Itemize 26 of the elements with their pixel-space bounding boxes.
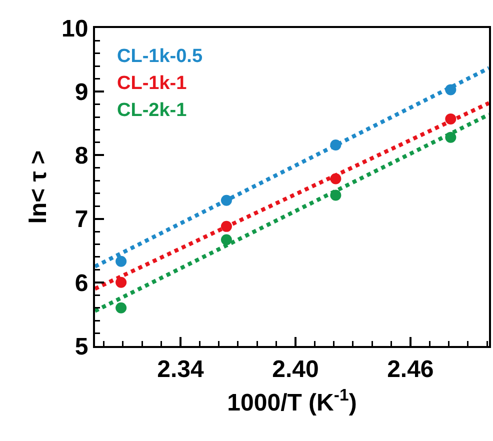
text: CL-1k-1 — [117, 73, 188, 94]
point — [445, 84, 456, 96]
point — [116, 276, 127, 288]
x-tick-label: 2.40 — [272, 356, 319, 383]
point — [445, 113, 456, 124]
point — [220, 194, 232, 206]
point — [330, 173, 342, 184]
y-tick-label: 7 — [74, 206, 88, 234]
point — [220, 234, 232, 246]
text: CL-1k-0.5 — [117, 46, 203, 67]
y-tick-label: 6 — [74, 270, 88, 297]
point — [445, 132, 456, 143]
text: CL-2k-1 — [117, 100, 188, 121]
point — [116, 256, 127, 267]
point — [330, 190, 342, 201]
point — [330, 140, 342, 151]
y-tick-label: 9 — [74, 79, 88, 106]
y-axis-title: ln< τ > — [25, 150, 52, 224]
x-tick-label: 2.46 — [387, 356, 434, 383]
point — [116, 302, 127, 314]
point — [220, 220, 232, 232]
y-tick-label: 5 — [74, 333, 88, 360]
x-tick-label: 2.34 — [157, 356, 204, 383]
y-tick-label: 10 — [61, 15, 88, 42]
x-axis-title: 1000/T (K$^{-1}$) — [227, 386, 357, 417]
y-tick-label: 8 — [74, 142, 88, 170]
